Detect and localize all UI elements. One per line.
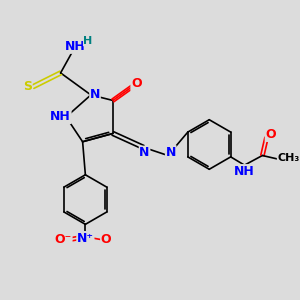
Text: N: N (140, 146, 150, 159)
Text: O: O (131, 77, 142, 90)
Text: S: S (23, 80, 32, 93)
Text: H: H (83, 36, 93, 46)
Text: NH: NH (50, 110, 71, 124)
Text: N: N (166, 146, 176, 159)
Text: NH: NH (65, 40, 86, 53)
Text: NH: NH (234, 165, 255, 178)
Text: O⁻: O⁻ (55, 233, 72, 246)
Text: N⁺: N⁺ (77, 232, 94, 244)
Text: O: O (265, 128, 276, 141)
Text: N: N (90, 88, 100, 101)
Text: CH₃: CH₃ (278, 153, 300, 163)
Text: O: O (101, 233, 111, 246)
